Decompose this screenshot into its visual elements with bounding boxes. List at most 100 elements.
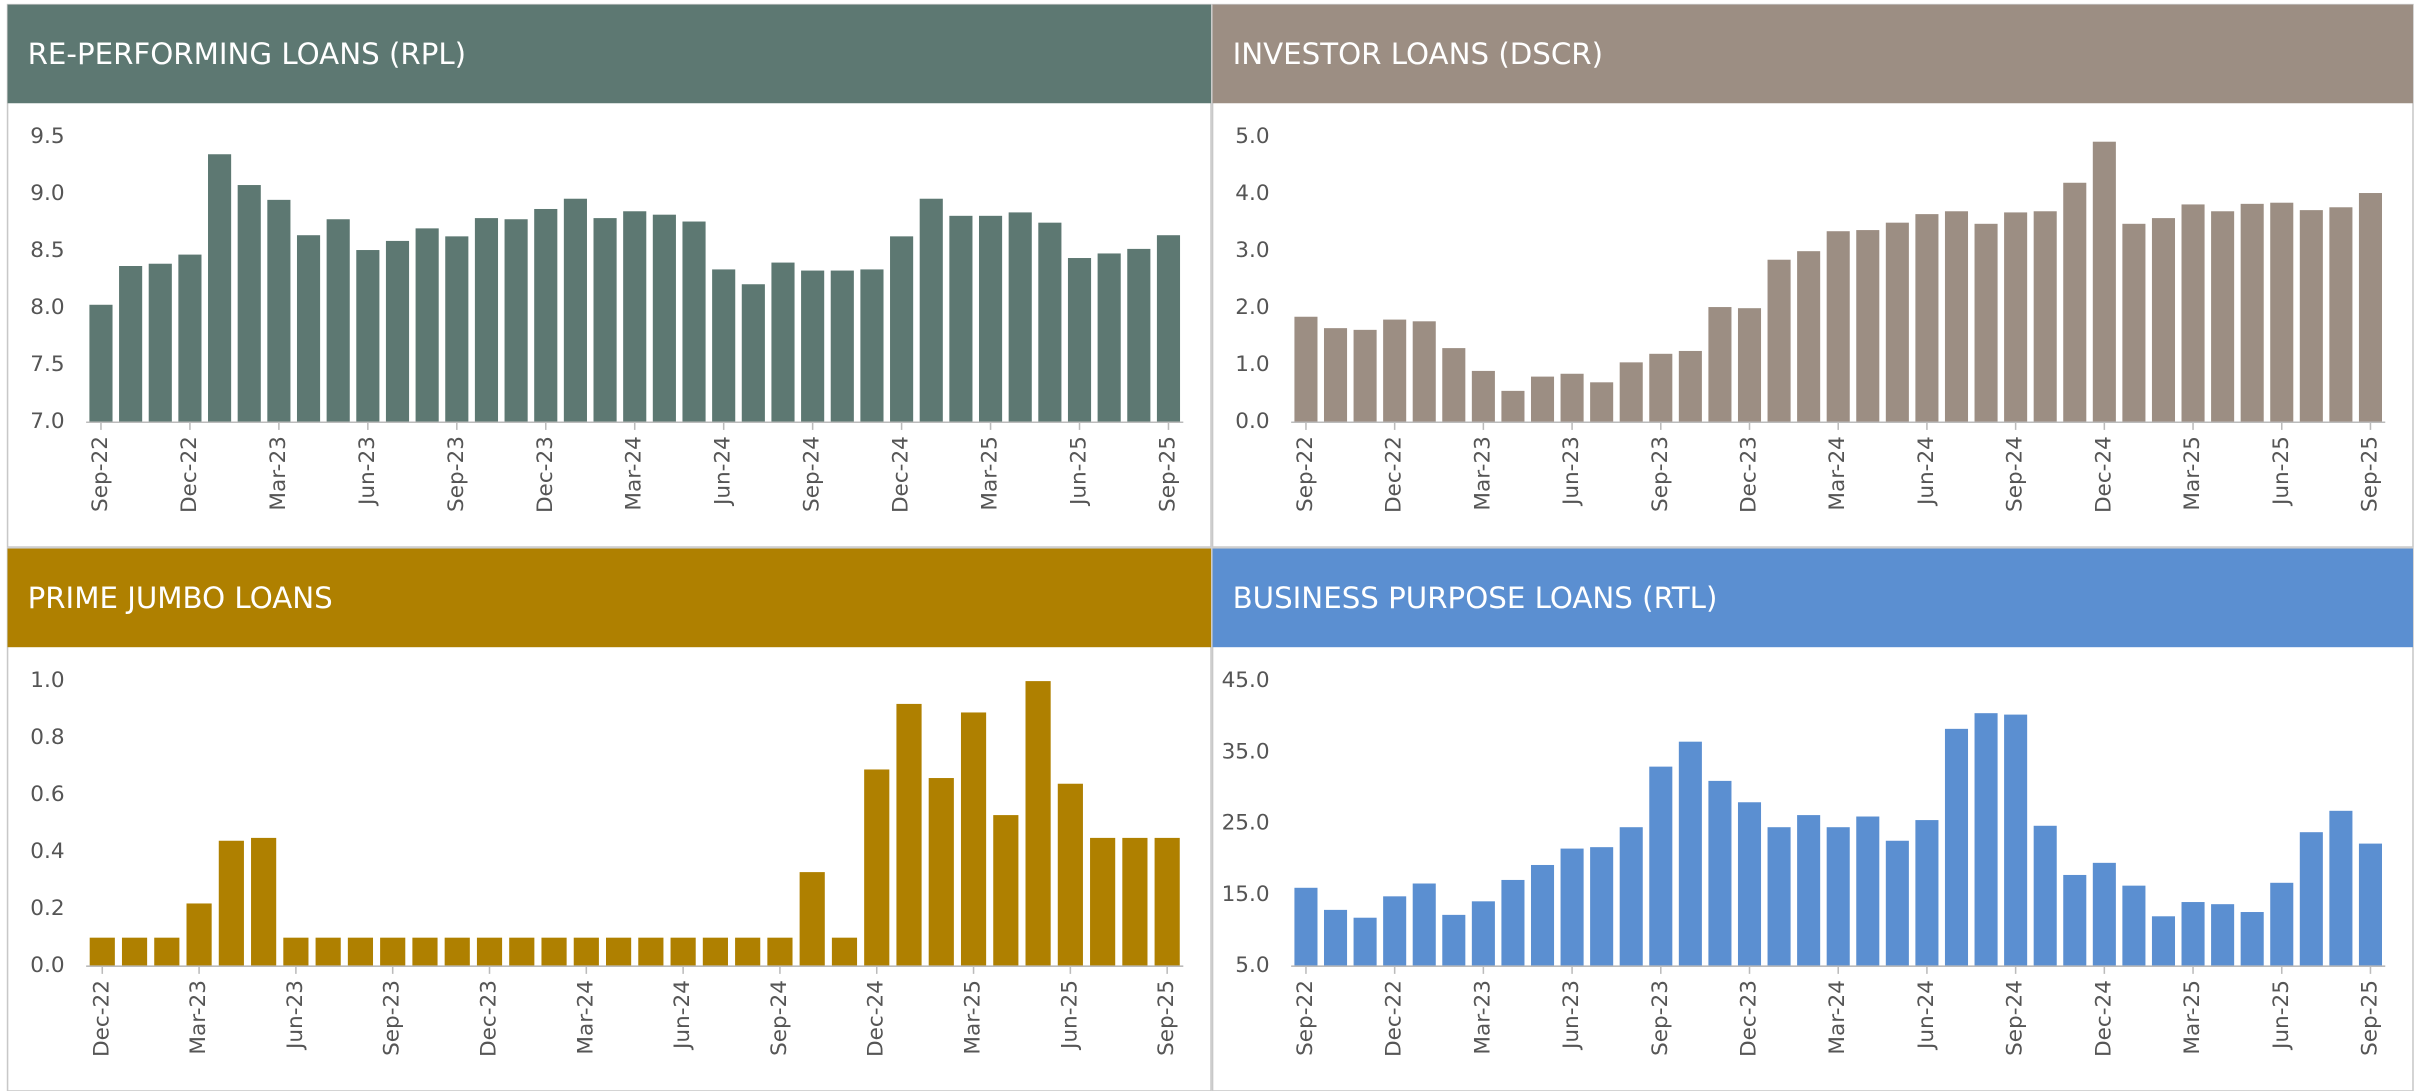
bar (890, 236, 914, 423)
bar (1383, 896, 1407, 967)
x-tick-label: Jun-23 (355, 436, 380, 507)
x-tick-label: Dec-23 (477, 980, 502, 1057)
bar (1294, 316, 1318, 423)
bar (2211, 904, 2235, 967)
bar (623, 211, 647, 423)
x-tick-label: Sep-23 (1648, 436, 1673, 512)
x-tick-label: Dec-22 (177, 436, 202, 513)
bar (2151, 218, 2176, 423)
bar (1678, 741, 1702, 967)
bar (1767, 259, 1791, 423)
y-tick-label: 3.0 (1235, 238, 1269, 263)
bar (1678, 350, 1702, 423)
x-tick-label: Sep-23 (444, 436, 469, 512)
x-tick-label: Mar-25 (2180, 436, 2205, 511)
x-tick-label: Dec-22 (89, 980, 114, 1057)
bar (2329, 207, 2353, 423)
y-tick-label: 15.0 (1222, 882, 1270, 907)
x-tick-label: Mar-24 (1825, 436, 1850, 511)
bar (1323, 909, 1348, 967)
bar (1708, 307, 1732, 423)
bar (864, 769, 890, 967)
bar (415, 228, 439, 423)
x-tick-label: Dec-22 (1382, 980, 1407, 1057)
y-tick-label: 0.8 (30, 725, 64, 750)
bar (860, 269, 884, 423)
x-tick-label: Jun-25 (1057, 980, 1082, 1051)
x-tick-label: Mar-24 (1825, 980, 1850, 1055)
x-tick-label: Sep-22 (1293, 436, 1318, 512)
bar (1383, 319, 1407, 423)
panel-title: RE-PERFORMING LOANS (RPL) (28, 37, 467, 71)
x-tick-label: Sep-23 (380, 980, 405, 1056)
x-tick-label: Mar-23 (266, 436, 291, 511)
bar (1057, 783, 1083, 967)
x-tick-label: Dec-22 (1382, 436, 1407, 513)
bar (89, 304, 113, 423)
bar (2122, 223, 2146, 423)
y-tick-label: 8.5 (30, 238, 64, 263)
bar (960, 712, 987, 967)
y-tick-label: 0.6 (30, 782, 64, 807)
bar (801, 270, 825, 423)
bar (638, 937, 664, 967)
bar (541, 937, 567, 967)
x-tick-label: Sep-24 (800, 436, 825, 512)
bar (702, 937, 728, 967)
bar (2092, 141, 2116, 423)
bar (771, 262, 795, 423)
x-tick-label: Dec-24 (889, 436, 914, 513)
bar (1156, 235, 1181, 423)
panel-title: INVESTOR LOANS (DSCR) (1233, 37, 1603, 71)
bar (2033, 211, 2057, 423)
x-tick-label: Sep-25 (1154, 980, 1179, 1056)
x-tick-label: Dec-24 (864, 980, 889, 1057)
x-tick-label: Mar-25 (978, 436, 1003, 511)
y-tick-label: 4.0 (1235, 181, 1269, 206)
bar (799, 872, 825, 967)
bar (347, 937, 374, 967)
bar (2004, 714, 2028, 967)
x-tick-label: Mar-24 (622, 436, 647, 511)
bar (1944, 728, 1969, 967)
x-tick-label: Jun-23 (1559, 980, 1584, 1051)
bar (178, 254, 202, 423)
x-tick-label: Dec-23 (1737, 436, 1762, 513)
bar (919, 198, 943, 423)
bar (504, 219, 528, 423)
bar (296, 235, 321, 423)
bar (1944, 211, 1969, 423)
x-tick-label: Sep-24 (2003, 980, 2028, 1056)
bar (1294, 887, 1318, 967)
bar (1154, 837, 1180, 967)
bar (412, 937, 438, 967)
x-tick-label: Jun-25 (1067, 436, 1092, 507)
bar (978, 215, 1003, 423)
bar (267, 199, 291, 423)
bar (2181, 204, 2205, 423)
bar (121, 937, 148, 967)
bar (251, 837, 277, 967)
bar (1885, 840, 1909, 967)
bar (1127, 248, 1151, 423)
bar (652, 214, 676, 423)
bar (830, 270, 854, 423)
x-tick-label: Jun-24 (711, 436, 736, 507)
bar (1915, 820, 1939, 967)
bar (1122, 837, 1148, 967)
x-tick-label: Jun-25 (2269, 980, 2294, 1051)
bar (356, 250, 380, 423)
bar (385, 240, 410, 423)
panel-title: BUSINESS PURPOSE LOANS (RTL) (1233, 581, 1718, 615)
bar (1090, 837, 1116, 967)
bar (2063, 874, 2087, 967)
bar (1560, 848, 1584, 967)
bar (2358, 193, 2382, 423)
x-tick-label: Mar-23 (1470, 980, 1495, 1055)
x-tick-label: Sep-23 (1648, 980, 1673, 1056)
x-tick-label: Jun-24 (1914, 980, 1939, 1051)
bar (606, 937, 632, 967)
panel-header (1212, 548, 2413, 648)
bar (1442, 914, 1466, 967)
y-tick-label: 0.2 (30, 896, 64, 921)
